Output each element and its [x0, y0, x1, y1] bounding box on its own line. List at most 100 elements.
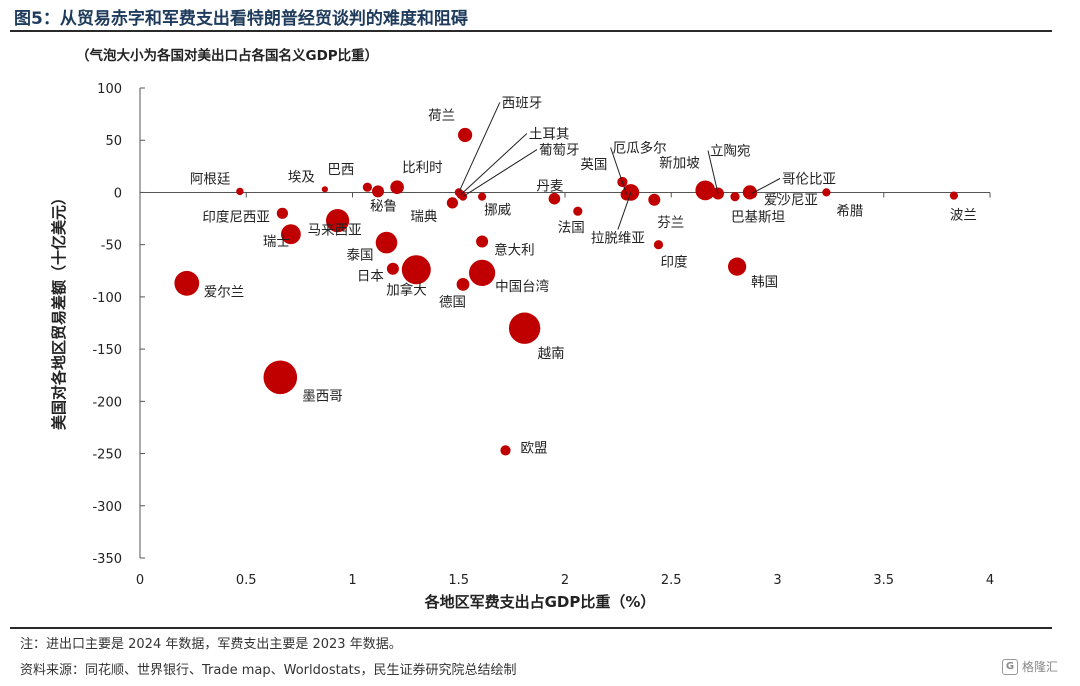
y-tick-label: -350 — [92, 552, 122, 567]
x-tick-label: 4 — [986, 573, 994, 588]
x-axis-title: 各地区军费支出占GDP比重（%） — [424, 593, 656, 611]
bubble-印度 — [653, 240, 664, 250]
bubbles-layer — [174, 127, 959, 456]
leader-哥伦比亚 — [751, 178, 781, 194]
y-tick-label: -100 — [92, 291, 122, 306]
x-tick-label: 3 — [773, 573, 781, 588]
x-tick-label: 1 — [348, 573, 356, 588]
watermark: G 格隆汇 — [1001, 658, 1058, 675]
label-葡萄牙: 葡萄牙 — [539, 143, 580, 159]
leader-土耳其 — [460, 133, 528, 195]
label-德国: 德国 — [439, 294, 466, 310]
label-秘鲁: 秘鲁 — [370, 198, 397, 214]
bubble-阿根廷 — [236, 187, 244, 196]
figure-title: 图5：从贸易赤字和军费支出看特朗普经贸谈判的难度和阻碍 — [14, 9, 468, 29]
leader-葡萄牙 — [462, 149, 538, 198]
bubble-印度尼西亚 — [276, 207, 288, 219]
brand-logo-icon: G — [1001, 658, 1018, 675]
bubble-新加坡 — [695, 180, 716, 201]
label-爱沙尼亚: 爱沙尼亚 — [764, 192, 818, 208]
x-tick-label: 2 — [561, 573, 569, 588]
label-波兰: 波兰 — [950, 208, 977, 224]
y-tick-label: -50 — [101, 239, 122, 254]
y-tick-label: -200 — [92, 395, 122, 410]
bubble-德国 — [456, 278, 470, 291]
label-爱尔兰: 爱尔兰 — [204, 284, 245, 300]
bubble-日本 — [386, 262, 399, 275]
label-瑞士: 瑞士 — [263, 234, 290, 250]
label-印度: 印度 — [661, 255, 688, 271]
y-tick-label: 100 — [97, 82, 122, 97]
x-tick-label: 0.5 — [236, 573, 257, 588]
label-马来西亚: 马来西亚 — [308, 223, 362, 239]
leader-lines-layer — [458, 102, 781, 230]
label-厄瓜多尔: 厄瓜多尔 — [613, 140, 667, 157]
label-意大利: 意大利 — [494, 242, 534, 259]
label-中国台湾: 中国台湾 — [495, 278, 549, 295]
y-tick-label: -300 — [92, 500, 122, 515]
bubble-埃及 — [321, 186, 328, 193]
bubble-法国 — [573, 206, 583, 216]
axes-layer: 100 50 0 -50 -100 -150 -200 -250 -300 -350 0 0.5 1 1.… — [92, 82, 994, 588]
label-哥伦比亚: 哥伦比亚 — [782, 172, 836, 188]
bubble-韩国 — [728, 257, 747, 276]
label-拉脱维亚: 拉脱维亚 — [591, 230, 645, 246]
label-荷兰: 荷兰 — [428, 108, 455, 124]
chart-subtitle: （气泡大小为各国对美出口占各国名义GDP比重） — [76, 48, 379, 64]
label-墨西哥: 墨西哥 — [302, 388, 343, 404]
bubble-泰国 — [375, 231, 398, 254]
label-芬兰: 芬兰 — [657, 215, 684, 231]
footnote: 注：进出口主要是 2024 年数据，军费支出主要是 2023 年数据。 — [20, 637, 402, 652]
label-巴基斯坦: 巴基斯坦 — [731, 209, 785, 226]
y-tick-label: 0 — [114, 186, 122, 201]
bubble-丹麦 — [548, 192, 561, 205]
bubble-荷兰 — [458, 127, 473, 143]
bubble-秘鲁 — [372, 185, 384, 198]
bubble-瑞士 — [281, 224, 301, 245]
bubble-比利时 — [390, 180, 404, 194]
bubble-马来西亚 — [326, 209, 350, 233]
label-英国: 英国 — [580, 156, 607, 173]
x-tick-label: 0 — [136, 573, 144, 588]
leader-拉脱维亚 — [617, 192, 632, 230]
y-tick-label: -250 — [92, 448, 122, 463]
label-丹麦: 丹麦 — [536, 179, 564, 195]
label-比利时: 比利时 — [402, 160, 443, 176]
label-埃及: 埃及 — [288, 169, 315, 185]
bubble-爱尔兰 — [174, 270, 200, 296]
label-土耳其: 土耳其 — [529, 127, 570, 143]
bubble-巴基斯坦 — [730, 192, 740, 202]
label-泰国: 泰国 — [347, 248, 374, 264]
bubble-希腊 — [822, 188, 831, 197]
label-加拿大: 加拿大 — [386, 282, 427, 299]
bubble-中国台湾 — [469, 259, 496, 286]
label-瑞典: 瑞典 — [410, 209, 437, 225]
bubble-越南 — [508, 312, 541, 344]
bubble-意大利 — [476, 235, 489, 248]
y-axis-title: 美国对各地区贸易差额（十亿美元） — [50, 190, 68, 430]
bubble-巴西 — [362, 182, 372, 192]
label-越南: 越南 — [538, 346, 565, 362]
label-立陶宛: 立陶宛 — [710, 144, 751, 160]
y-tick-label: -150 — [92, 343, 122, 358]
bubble-欧盟 — [500, 445, 511, 456]
bubble-加拿大 — [401, 255, 431, 285]
label-日本: 日本 — [357, 269, 384, 285]
x-tick-label: 1.5 — [448, 573, 469, 588]
footer-rule — [10, 627, 1052, 629]
title-rule — [10, 30, 1052, 32]
source-note: 资料来源：同花顺、世界银行、Trade map、Worldostats，民生证券… — [20, 663, 517, 678]
label-韩国: 韩国 — [751, 275, 778, 291]
bubble-波兰 — [949, 191, 959, 200]
watermark-text: 格隆汇 — [1021, 660, 1058, 674]
label-法国: 法国 — [558, 220, 585, 236]
leader-厄瓜多尔 — [610, 147, 628, 195]
label-新加坡: 新加坡 — [659, 155, 700, 171]
y-tick-label: 50 — [105, 134, 122, 149]
label-挪威: 挪威 — [484, 203, 511, 219]
leader-立陶宛 — [707, 150, 719, 194]
bubble-挪威 — [478, 192, 487, 201]
bubble-墨西哥 — [263, 360, 298, 395]
